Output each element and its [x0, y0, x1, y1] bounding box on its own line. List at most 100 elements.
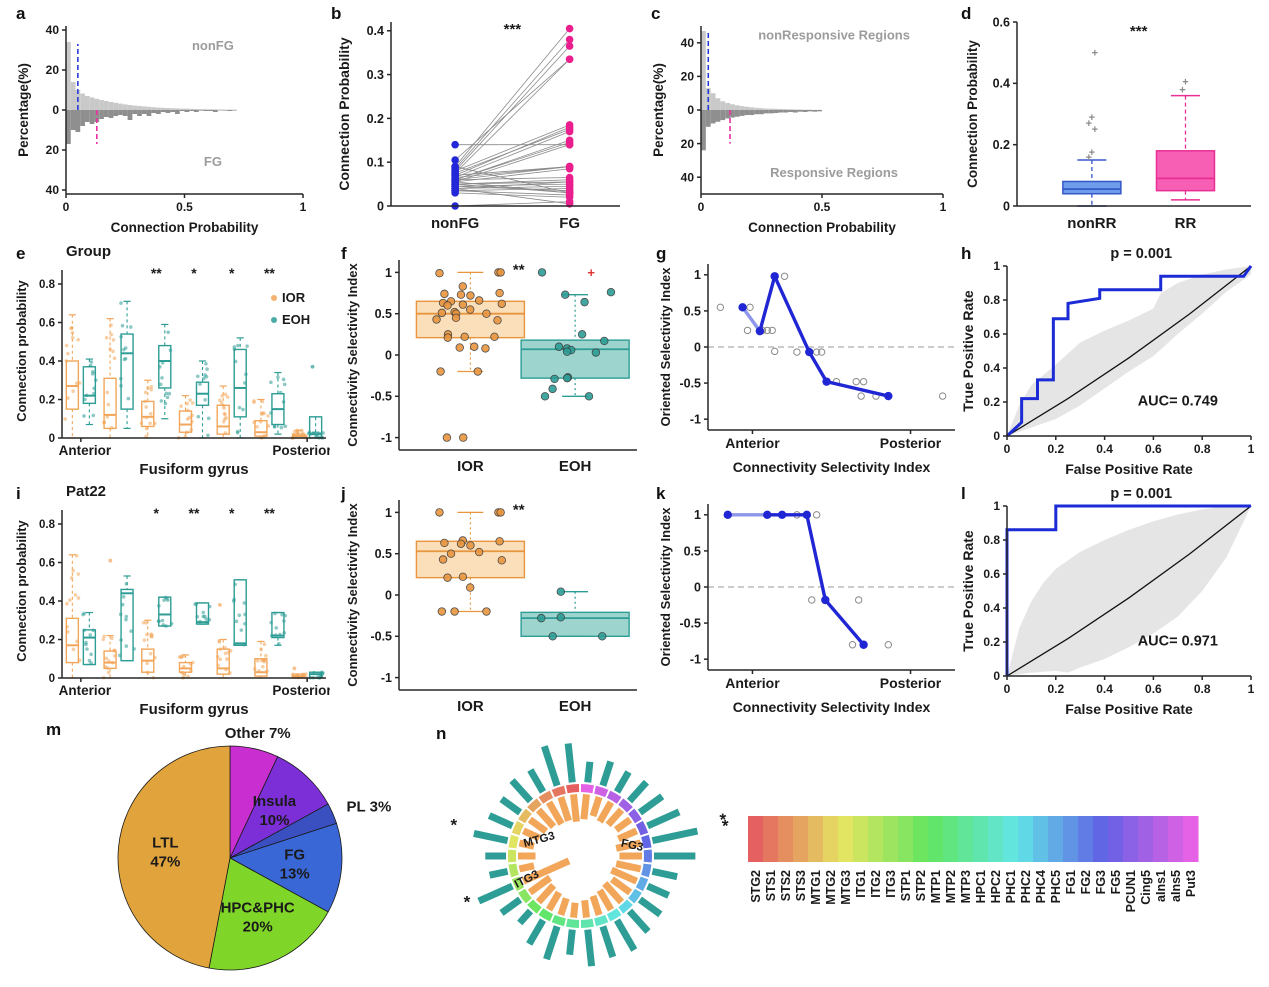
panel-m-pie-chart: m Other 7% Insula 10% PL 3% FG 13% HPC&PHC 20% L… — [40, 718, 410, 984]
chart-region-colorbar: STG2 STS1 STS2 STS3 MTG1 MTG2 MTG3 ITG1 ITG2 ITG3… — [748, 816, 1199, 912]
svg-text:Oriented Selectivity Index: Oriented Selectivity Index — [658, 507, 673, 667]
svg-text:0.8: 0.8 — [983, 293, 1000, 307]
panel-a-mirror-histogram: a 40 20 0 20 40 0 0.5 1 Percentage(%) Connection … — [10, 2, 315, 238]
svg-text:0.4: 0.4 — [39, 356, 56, 368]
svg-text:0.8: 0.8 — [1194, 682, 1211, 696]
svg-text:PHC2: PHC2 — [1019, 870, 1033, 903]
svg-text:Responsive Regions: Responsive Regions — [770, 165, 898, 180]
svg-text:0.3: 0.3 — [367, 68, 384, 82]
svg-text:Anterior: Anterior — [725, 435, 780, 451]
svg-text:*: * — [154, 505, 160, 521]
svg-text:Group: Group — [66, 243, 111, 260]
svg-text:FG1: FG1 — [1064, 870, 1078, 894]
svg-text:0.5: 0.5 — [684, 304, 701, 318]
svg-text:+: + — [587, 265, 595, 280]
svg-text:+: + — [1182, 77, 1188, 89]
svg-text:0: 0 — [49, 673, 55, 685]
panel-g-line-plot: g -1 -0.5 0 0.5 1 Anterior Posterior Connectivi… — [650, 242, 965, 480]
svg-text:1: 1 — [1248, 682, 1255, 696]
svg-text:0.2: 0.2 — [983, 395, 1000, 409]
svg-text:MTP2: MTP2 — [944, 870, 958, 903]
svg-text:Connectivity Selectivity Index: Connectivity Selectivity Index — [733, 459, 931, 475]
svg-text:ITG2: ITG2 — [869, 870, 883, 898]
svg-text:IOR: IOR — [457, 458, 484, 475]
svg-text:0.8: 0.8 — [39, 519, 56, 531]
svg-text:0: 0 — [63, 200, 70, 214]
svg-text:True Positive Rate: True Positive Rate — [960, 530, 976, 652]
svg-text:ITG3: ITG3 — [884, 870, 898, 898]
svg-text:nonFG: nonFG — [431, 215, 479, 232]
svg-text:0.6: 0.6 — [39, 558, 55, 570]
svg-text:Posterior: Posterior — [272, 683, 330, 698]
svg-text:0.2: 0.2 — [993, 138, 1010, 152]
svg-text:*: * — [229, 265, 235, 281]
svg-text:IOR: IOR — [457, 698, 484, 715]
svg-text:-1: -1 — [690, 413, 701, 427]
svg-text:0.2: 0.2 — [1047, 442, 1064, 456]
svg-text:Connection probability: Connection probability — [14, 519, 29, 661]
svg-text:*: * — [464, 893, 471, 912]
svg-text:0.6: 0.6 — [39, 318, 55, 330]
svg-text:0.2: 0.2 — [983, 635, 1000, 649]
svg-text:***: *** — [1130, 23, 1148, 40]
svg-text:-1: -1 — [381, 671, 392, 685]
svg-text:1: 1 — [385, 266, 392, 280]
svg-text:20: 20 — [46, 143, 60, 157]
svg-text:Posterior: Posterior — [272, 443, 330, 458]
panel-letter-b: b — [331, 4, 342, 23]
svg-text:FG2: FG2 — [1079, 870, 1093, 894]
chart-g-line-plot: -1 -0.5 0 0.5 1 Anterior Posterior Connectivity… — [658, 264, 955, 475]
panel-letter-h: h — [961, 244, 972, 263]
chart-f-selectivity-boxplot: IOR + EOH -1 -0.5 0 0.5 1 ** Connectivity Selecti… — [345, 260, 637, 475]
svg-text:0: 0 — [1004, 682, 1011, 696]
svg-text:0.4: 0.4 — [1096, 442, 1113, 456]
svg-text:EOH: EOH — [282, 312, 310, 327]
panel-f-selectivity-boxplot: f IOR + EOH -1 -0.5 0 0.5 1 ** Connectivity Selec… — [335, 242, 645, 480]
svg-text:1: 1 — [694, 508, 701, 522]
svg-text:1: 1 — [993, 259, 1000, 273]
panel-letter-c: c — [651, 4, 661, 23]
panel-i-group-boxplot: i * ** * ** 0 0.2 0.4 0.6 0.8 Anterior Posterior Fu… — [10, 482, 330, 720]
svg-text:PHC5: PHC5 — [1049, 870, 1063, 903]
svg-text:0: 0 — [1003, 199, 1010, 213]
svg-text:MTG2: MTG2 — [824, 870, 838, 905]
panel-b-paired-plot: b 0 0.1 0.2 0.3 0.4 nonFG FG *** Connection Prob… — [325, 2, 640, 238]
svg-text:+: + — [1092, 48, 1098, 60]
svg-text:**: ** — [264, 265, 275, 281]
svg-text:Pat22: Pat22 — [66, 483, 106, 500]
svg-text:**: ** — [513, 501, 525, 518]
chart-j-selectivity-boxplot: IOR EOH -1 -0.5 0 0.5 1 ** Connectivity Selectiv… — [345, 500, 637, 715]
svg-text:1: 1 — [993, 499, 1000, 513]
svg-text:EOH: EOH — [559, 458, 592, 475]
svg-text:HPC&PHC: HPC&PHC — [221, 899, 295, 916]
svg-text:+: + — [1179, 84, 1185, 96]
svg-text:-0.5: -0.5 — [679, 376, 701, 390]
svg-text:-0.5: -0.5 — [370, 390, 392, 404]
svg-text:0.5: 0.5 — [375, 307, 392, 321]
svg-text:aIns1: aIns1 — [1154, 870, 1168, 902]
panel-letter-g: g — [656, 244, 667, 263]
svg-text:1: 1 — [1248, 442, 1255, 456]
svg-text:nonFG: nonFG — [192, 38, 234, 53]
svg-text:Connection probability: Connection probability — [14, 279, 29, 421]
svg-text:0: 0 — [385, 348, 392, 362]
svg-text:Percentage(%): Percentage(%) — [651, 63, 666, 157]
svg-text:0: 0 — [694, 580, 701, 594]
svg-text:Posterior: Posterior — [880, 435, 942, 451]
svg-text:Oriented Selectivity Index: Oriented Selectivity Index — [658, 267, 673, 427]
svg-text:STG2: STG2 — [749, 870, 763, 903]
svg-text:0: 0 — [377, 199, 384, 213]
svg-text:STS1: STS1 — [764, 870, 778, 901]
svg-text:p = 0.001: p = 0.001 — [1110, 246, 1172, 262]
svg-text:20: 20 — [681, 137, 695, 151]
svg-text:AUC= 0.971: AUC= 0.971 — [1138, 633, 1218, 649]
svg-text:Connection Probability: Connection Probability — [965, 40, 980, 188]
svg-text:+: + — [1086, 152, 1092, 164]
svg-text:FG5: FG5 — [1109, 870, 1123, 894]
svg-text:+: + — [1089, 147, 1095, 159]
svg-text:PHC1: PHC1 — [1004, 870, 1018, 903]
svg-text:**: ** — [264, 505, 275, 521]
panel-letter-f: f — [341, 244, 347, 263]
